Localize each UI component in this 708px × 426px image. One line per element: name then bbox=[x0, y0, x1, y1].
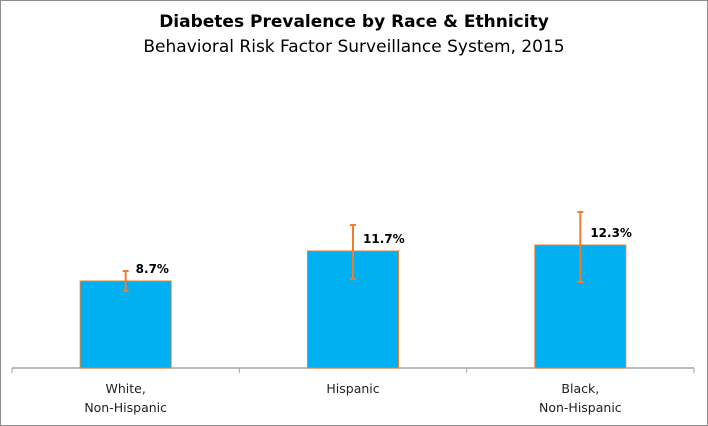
data-label: 8.7% bbox=[136, 262, 169, 276]
data-label: 11.7% bbox=[363, 232, 405, 246]
x-tick-label: Hispanic bbox=[326, 381, 379, 396]
x-tick-label: Black, bbox=[561, 381, 599, 396]
data-label: 12.3% bbox=[590, 226, 632, 240]
x-tick-label: Non-Hispanic bbox=[84, 400, 167, 415]
bar bbox=[79, 280, 172, 369]
chart-subtitle: Behavioral Risk Factor Surveillance Syst… bbox=[143, 37, 565, 57]
x-tick-label: Non-Hispanic bbox=[539, 400, 622, 415]
bar bbox=[534, 244, 627, 369]
x-tick-label: White, bbox=[106, 381, 146, 396]
chart-title: Diabetes Prevalence by Race & Ethnicity bbox=[159, 12, 549, 32]
